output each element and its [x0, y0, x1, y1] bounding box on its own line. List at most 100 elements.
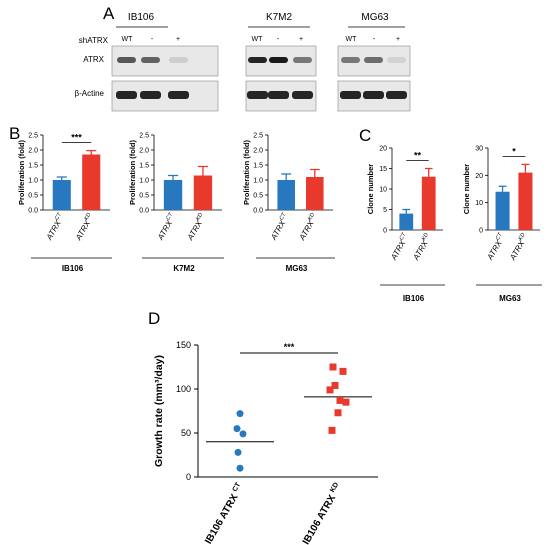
blot-row-label-atrx: ATRX: [83, 55, 104, 64]
category-label-0-1: ATRXKD: [73, 212, 96, 242]
significance-mark-3: **: [414, 151, 422, 161]
blot-atrx-band-ib106-1: [141, 57, 160, 63]
group-label-4: MG63: [499, 294, 521, 303]
scatter-y-axis-label: Growth rate (mm³/day): [153, 355, 165, 467]
y-tick-label-3-4: 20: [379, 146, 387, 153]
blot-row-label-actin: β-Actine: [75, 89, 105, 98]
category-label-3-0: ATRXCT: [388, 231, 412, 262]
category-label-2-1: ATRXKD: [296, 212, 319, 242]
significance-mark-0: ***: [71, 133, 82, 143]
blot-cell-line-ib106: IB106: [128, 12, 155, 23]
blot-lane-mg63-0: WT: [346, 36, 358, 43]
y-tick-label-3-0: 0: [383, 228, 387, 235]
y-axis-label-2: Proliferation (fold): [242, 140, 251, 205]
y-tick-label-2-4: 2.0: [253, 148, 263, 155]
scatter-category-label-0: IB106 ATRX CT: [202, 481, 247, 545]
scatter-point-1-5: [342, 398, 350, 406]
y-tick-label-4-1: 10: [475, 200, 483, 207]
bar-0-1: [82, 154, 101, 210]
blot-lane-k7m2-0: WT: [252, 36, 264, 43]
blot-actin-band-mg63-1: [363, 91, 384, 99]
significance-mark-4: *: [512, 146, 516, 156]
blot-lane-mg63-1: -: [373, 36, 376, 43]
blot-actin-band-k7m2-1: [268, 91, 289, 99]
y-tick-label-1-0: 0.0: [139, 208, 149, 215]
y-tick-label-4-3: 30: [475, 146, 483, 153]
blot-atrx-band-mg63-1: [364, 57, 383, 63]
y-axis-label-0: Proliferation (fold): [17, 140, 26, 205]
scatter-significance-mark: ***: [284, 342, 295, 352]
category-label-4-1: ATRXKD: [507, 232, 530, 262]
y-tick-label-2-3: 1.5: [253, 163, 263, 170]
bar-3-0: [399, 213, 414, 230]
panel-label-a: A: [103, 4, 115, 23]
scatter-point-1-0: [329, 363, 337, 371]
category-label-4-0: ATRXCT: [484, 231, 508, 262]
group-label-0: IB106: [62, 264, 84, 273]
y-tick-label-0-0: 0.0: [28, 208, 38, 215]
group-label-2: MG63: [286, 264, 308, 273]
scatter-y-tick-label-2: 100: [176, 384, 191, 394]
scatter-point-1-1: [339, 367, 347, 375]
blot-actin-band-k7m2-0: [247, 91, 268, 99]
y-tick-label-0-1: 0.5: [28, 193, 38, 200]
category-label-0-0: ATRXCT: [43, 211, 67, 242]
bar-4-1: [518, 172, 533, 230]
y-tick-label-4-0: 0: [479, 228, 483, 235]
bar-4-0: [495, 191, 510, 230]
category-label-3-1: ATRXKD: [410, 232, 433, 262]
y-tick-label-2-5: 2.5: [253, 133, 263, 140]
blot-lane-mg63-2: +: [396, 36, 400, 43]
y-tick-label-3-1: 5: [383, 207, 387, 214]
blot-actin-band-mg63-0: [340, 91, 361, 99]
blot-lane-k7m2-2: +: [299, 36, 303, 43]
y-axis-label-3: Clone number: [366, 164, 375, 215]
y-tick-label-3-3: 15: [379, 166, 387, 173]
y-tick-label-1-1: 0.5: [139, 193, 149, 200]
y-tick-label-4-2: 20: [475, 173, 483, 180]
blot-actin-band-mg63-2: [386, 91, 407, 99]
blot-atrx-band-k7m2-2: [293, 57, 312, 63]
scatter-point-0-1: [233, 425, 241, 433]
blot-lane-ib106-1: -: [151, 36, 154, 43]
y-tick-label-0-2: 1.0: [28, 178, 38, 185]
blot-actin-band-ib106-2: [168, 91, 189, 99]
scatter-point-1-6: [334, 409, 342, 417]
y-tick-label-1-5: 2.5: [139, 133, 149, 140]
y-tick-label-0-4: 2.0: [28, 148, 38, 155]
blot-lane-ib106-2: +: [176, 36, 180, 43]
bar-1-1: [193, 175, 213, 210]
bar-2-0: [277, 180, 295, 210]
scatter-point-1-2: [331, 381, 339, 389]
group-label-1: K7M2: [173, 264, 195, 273]
scatter-category-label-1: IB106 ATRX KD: [300, 482, 345, 545]
y-tick-label-1-3: 1.5: [139, 163, 149, 170]
bar-2-1: [306, 177, 324, 210]
y-tick-label-0-3: 1.5: [28, 163, 38, 170]
category-label-1-0: ATRXCT: [155, 211, 179, 242]
blot-atrx-band-ib106-2: [169, 57, 188, 63]
blot-atrx-band-k7m2-1: [269, 57, 288, 63]
bar-3-1: [421, 176, 436, 230]
scatter-y-tick-label-1: 50: [181, 428, 191, 438]
y-tick-label-1-4: 2.0: [139, 148, 149, 155]
scatter-point-1-7: [328, 426, 336, 434]
blot-actin-band-ib106-1: [140, 91, 161, 99]
panel-label-b: B: [9, 124, 20, 143]
blot-lane-ib106-0: WT: [122, 36, 134, 43]
scatter-point-0-0: [236, 410, 244, 418]
bar-0-0: [52, 180, 71, 210]
category-label-1-1: ATRXKD: [184, 212, 207, 242]
scatter-point-0-4: [236, 464, 244, 472]
scatter-y-tick-label-0: 0: [186, 472, 191, 482]
blot-atrx-band-mg63-2: [387, 57, 406, 63]
panel-label-d: D: [148, 309, 160, 328]
scatter-y-tick-label-3: 150: [176, 340, 191, 350]
blot-lane-k7m2-1: -: [277, 36, 280, 43]
